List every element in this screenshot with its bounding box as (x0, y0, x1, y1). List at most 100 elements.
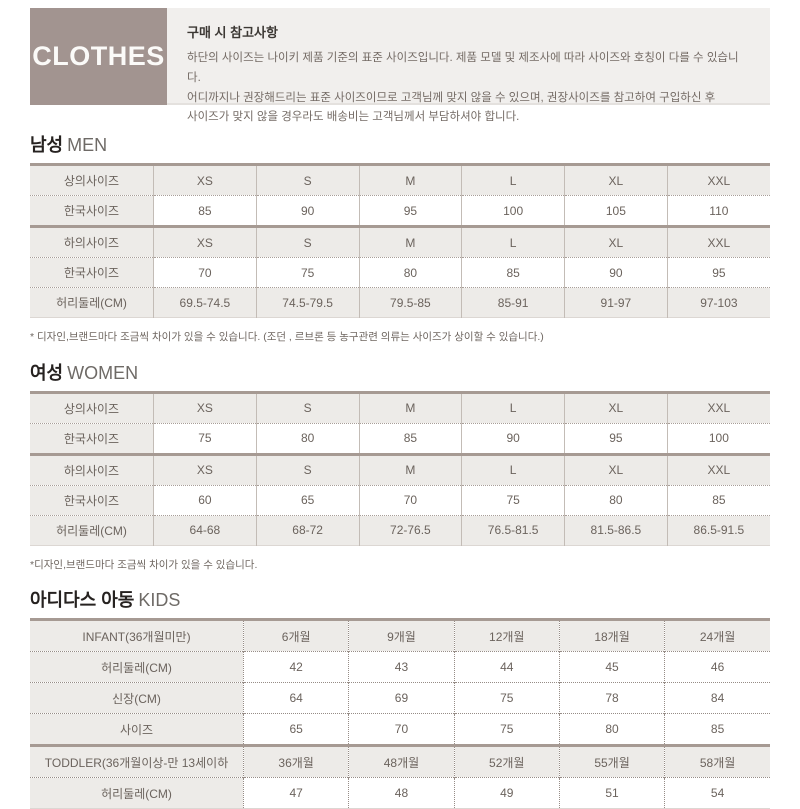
size-table-men: 상의사이즈 XS S M L XL XXL 한국사이즈 85 90 95 100 105 110 하의사이즈… (30, 163, 770, 318)
size-cell: XS (153, 452, 257, 486)
table-row: 한국사이즈 75 80 85 90 95 100 (30, 422, 770, 455)
size-cell: 110 (666, 195, 770, 227)
size-cell: 95 (358, 195, 462, 227)
size-cell: 79.5-85 (358, 287, 462, 318)
size-cell: 36개월 (242, 744, 349, 778)
row-label: 사이즈 (30, 713, 244, 746)
size-cell: 70 (153, 257, 257, 288)
size-cell: M (358, 164, 462, 196)
size-cell: L (461, 452, 565, 486)
clothes-logo: CLOTHES (30, 8, 167, 105)
size-sections: 남성 MEN 상의사이즈 XS S M L XL XXL 한국사이즈 85 90 95 100 105 110… (30, 135, 770, 809)
size-cell: 68-72 (255, 514, 359, 546)
size-cell: 86.5-91.5 (666, 514, 770, 546)
size-cell: XL (564, 392, 668, 424)
size-cell: 48 (348, 777, 455, 809)
table-row: 허리둘레(CM) 42 43 44 45 46 (30, 651, 770, 683)
size-cell: 76.5-81.5 (461, 514, 565, 546)
size-cell: 54 (664, 777, 770, 809)
size-table-women: 상의사이즈 XS S M L XL XXL 한국사이즈 75 80 85 90 95 100 하의사이즈 XS… (30, 390, 770, 546)
row-label: 한국사이즈 (30, 257, 154, 288)
section-title-kids: 아디다스 아동 KIDS (30, 590, 770, 611)
size-cell: 90 (461, 422, 565, 455)
section-footnote: * 디자인,브랜드마다 조금씩 차이가 있을 수 있습니다. (조던 , 르브론… (30, 331, 544, 343)
size-cell: 64 (242, 682, 349, 714)
size-cell: XXL (666, 392, 770, 424)
section-title-korean: 아디다스 아동 (30, 590, 135, 611)
size-cell: 65 (255, 484, 359, 516)
size-cell: 46 (664, 651, 770, 683)
table-row: 상의사이즈 XS S M L XL XXL (30, 392, 770, 424)
size-cell: 55개월 (558, 744, 665, 778)
size-cell: 64-68 (153, 514, 257, 546)
size-cell: 6개월 (242, 619, 349, 652)
size-cell: L (461, 164, 565, 196)
table-row: 한국사이즈 60 65 70 75 80 85 (30, 484, 770, 516)
row-label: 허리둘레(CM) (30, 651, 244, 683)
size-cell: 85-91 (461, 287, 565, 318)
size-cell: 80 (564, 484, 668, 516)
table-row: 하의사이즈 XS S M L XL XXL (30, 225, 770, 258)
size-cell: 75 (453, 682, 560, 714)
size-cell: 90 (255, 195, 359, 227)
table-row: TODDLER(36개월이상-만 13세이하 36개월 48개월 52개월 55개월 58… (30, 744, 770, 778)
size-cell: 52개월 (453, 744, 560, 778)
row-label: 신장(CM) (30, 682, 244, 714)
table-row: 하의사이즈 XS S M L XL XXL (30, 452, 770, 486)
row-label: 한국사이즈 (30, 195, 154, 227)
size-cell: 74.5-79.5 (255, 287, 359, 318)
size-cell: S (255, 164, 359, 196)
section-title-korean: 여성 (30, 362, 64, 383)
notice-line-3: 사이즈가 맞지 않을 경우라도 배송비는 고객님께서 부담하셔야 합니다. (187, 111, 520, 124)
row-label: 허리둘레(CM) (30, 777, 244, 809)
size-cell: 81.5-86.5 (564, 514, 668, 546)
size-cell: XXL (666, 452, 770, 486)
row-label: INFANT(36개월미만) (30, 619, 244, 652)
size-cell: M (358, 452, 462, 486)
size-cell: 44 (453, 651, 560, 683)
table-row: 허리둘레(CM) 69.5-74.5 74.5-79.5 79.5-85 85-91 91… (30, 287, 770, 318)
row-label: 상의사이즈 (30, 392, 154, 424)
size-table-kids: INFANT(36개월미만) 6개월 9개월 12개월 18개월 24개월 허리둘레(CM)… (30, 618, 770, 809)
size-cell: 95 (666, 257, 770, 288)
size-cell: 72-76.5 (358, 514, 462, 546)
size-cell: XS (153, 225, 257, 258)
size-cell: 85 (666, 484, 770, 516)
size-cell: 95 (564, 422, 668, 455)
size-cell: 85 (153, 195, 257, 227)
size-cell: XL (564, 452, 668, 486)
size-cell: 51 (558, 777, 665, 809)
size-cell: 70 (348, 713, 455, 746)
size-cell: 91-97 (564, 287, 668, 318)
size-cell: 75 (461, 484, 565, 516)
table-row: 한국사이즈 70 75 80 85 90 95 (30, 257, 770, 288)
section-title-korean: 남성 (30, 135, 64, 155)
size-cell: S (255, 225, 359, 258)
table-row: 상의사이즈 XS S M L XL XXL (30, 164, 770, 196)
size-cell: M (358, 392, 462, 424)
size-cell: 49 (453, 777, 560, 809)
size-cell: XS (153, 164, 257, 196)
size-cell: 65 (242, 713, 349, 746)
section-men: 남성 MEN 상의사이즈 XS S M L XL XXL 한국사이즈 85 90 95 100 105 110… (30, 135, 770, 345)
header: CLOTHES 구매 시 참고사항 하단의 사이즈는 나이키 제품 기준의 표준… (30, 8, 770, 123)
section-title-english: WOMEN (67, 362, 139, 383)
section-title-english: KIDS (138, 590, 181, 611)
table-row: 허리둘레(CM) 64-68 68-72 72-76.5 76.5-81.5 81.5-8… (30, 514, 770, 546)
size-cell: 48개월 (348, 744, 455, 778)
notice-line-1: 하단의 사이즈는 나이키 제품 기준의 표준 사이즈입니다. 제품 모델 및 제… (187, 52, 739, 84)
section-footnote: *디자인,브랜드마다 조금씩 차이가 있을 수 있습니다. (30, 558, 258, 571)
section-women: 여성 WOMEN 상의사이즈 XS S M L XL XXL 한국사이즈 75 80 85 90 95 100… (30, 363, 770, 573)
section-kids: 아디다스 아동 KIDS INFANT(36개월미만) 6개월 9개월 12개월 18개월 2… (30, 590, 770, 809)
size-cell: 9개월 (348, 619, 455, 652)
size-cell: S (255, 392, 359, 424)
notice-line-2: 어디까지나 권장해드리는 표준 사이즈이므로 고객님께 맞지 않을 수 있으며,… (187, 91, 716, 104)
size-cell: 12개월 (453, 619, 560, 652)
size-cell: 100 (666, 422, 770, 455)
size-cell: 85 (664, 713, 770, 746)
table-row: 허리둘레(CM) 47 48 49 51 54 (30, 777, 770, 809)
size-cell: 69.5-74.5 (153, 287, 257, 318)
table-row: 사이즈 65 70 75 80 85 (30, 713, 770, 746)
size-cell: M (358, 225, 462, 258)
section-title-women: 여성 WOMEN (30, 363, 770, 384)
